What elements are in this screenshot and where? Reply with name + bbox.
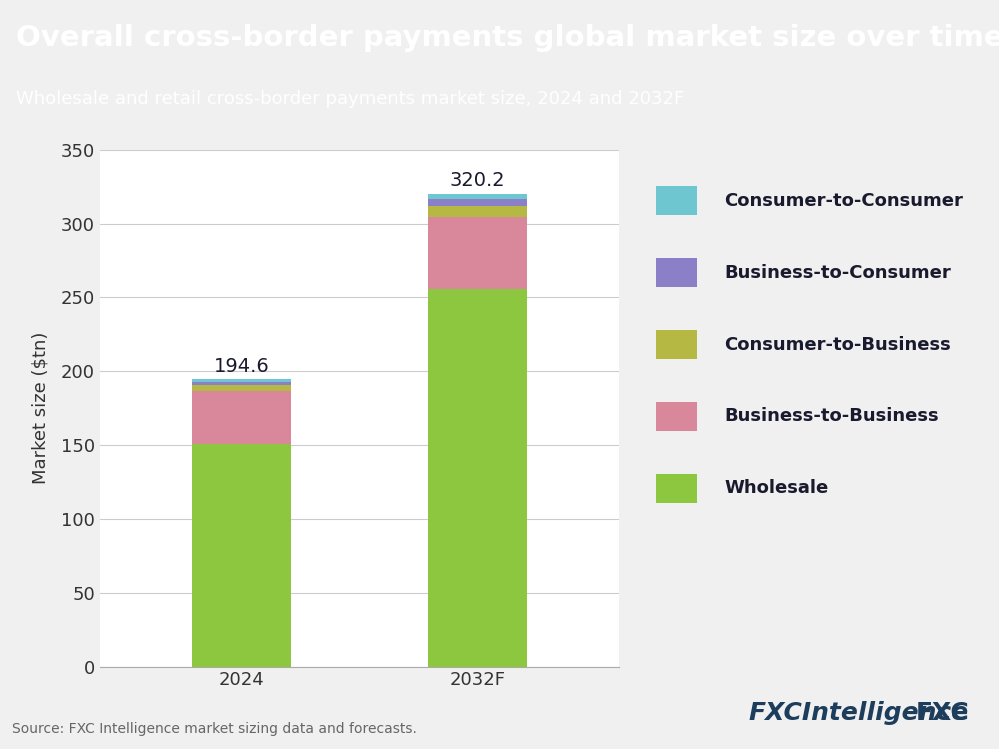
Text: Business-to-Business: Business-to-Business: [724, 407, 939, 425]
FancyBboxPatch shape: [656, 330, 697, 359]
Text: Wholesale: Wholesale: [724, 479, 828, 497]
Bar: [429, 206, 527, 217]
Text: 320.2: 320.2: [450, 171, 505, 190]
Bar: [192, 443, 291, 667]
Text: Business-to-Consumer: Business-to-Consumer: [724, 264, 951, 282]
Bar: [429, 199, 527, 206]
Text: Consumer-to-Consumer: Consumer-to-Consumer: [724, 192, 963, 210]
Text: Consumer-to-Business: Consumer-to-Business: [724, 336, 951, 354]
FancyBboxPatch shape: [656, 474, 697, 503]
FancyBboxPatch shape: [656, 187, 697, 215]
FancyBboxPatch shape: [656, 402, 697, 431]
FancyBboxPatch shape: [656, 258, 697, 287]
Bar: [192, 382, 291, 384]
Text: FXCIntelligence: FXCIntelligence: [749, 701, 969, 725]
Text: Overall cross-border payments global market size over time: Overall cross-border payments global mar…: [16, 24, 999, 52]
Bar: [429, 217, 527, 288]
Y-axis label: Market size ($tn): Market size ($tn): [32, 332, 50, 485]
Text: Wholesale and retail cross-border payments market size, 2024 and 2032F: Wholesale and retail cross-border paymen…: [16, 91, 684, 109]
Text: 194.6: 194.6: [214, 357, 270, 375]
Bar: [429, 288, 527, 667]
Bar: [429, 194, 527, 199]
Text: FXC: FXC: [915, 701, 969, 725]
Bar: [192, 379, 291, 382]
Text: Source: FXC Intelligence market sizing data and forecasts.: Source: FXC Intelligence market sizing d…: [12, 721, 417, 736]
Bar: [192, 384, 291, 391]
Bar: [192, 391, 291, 443]
